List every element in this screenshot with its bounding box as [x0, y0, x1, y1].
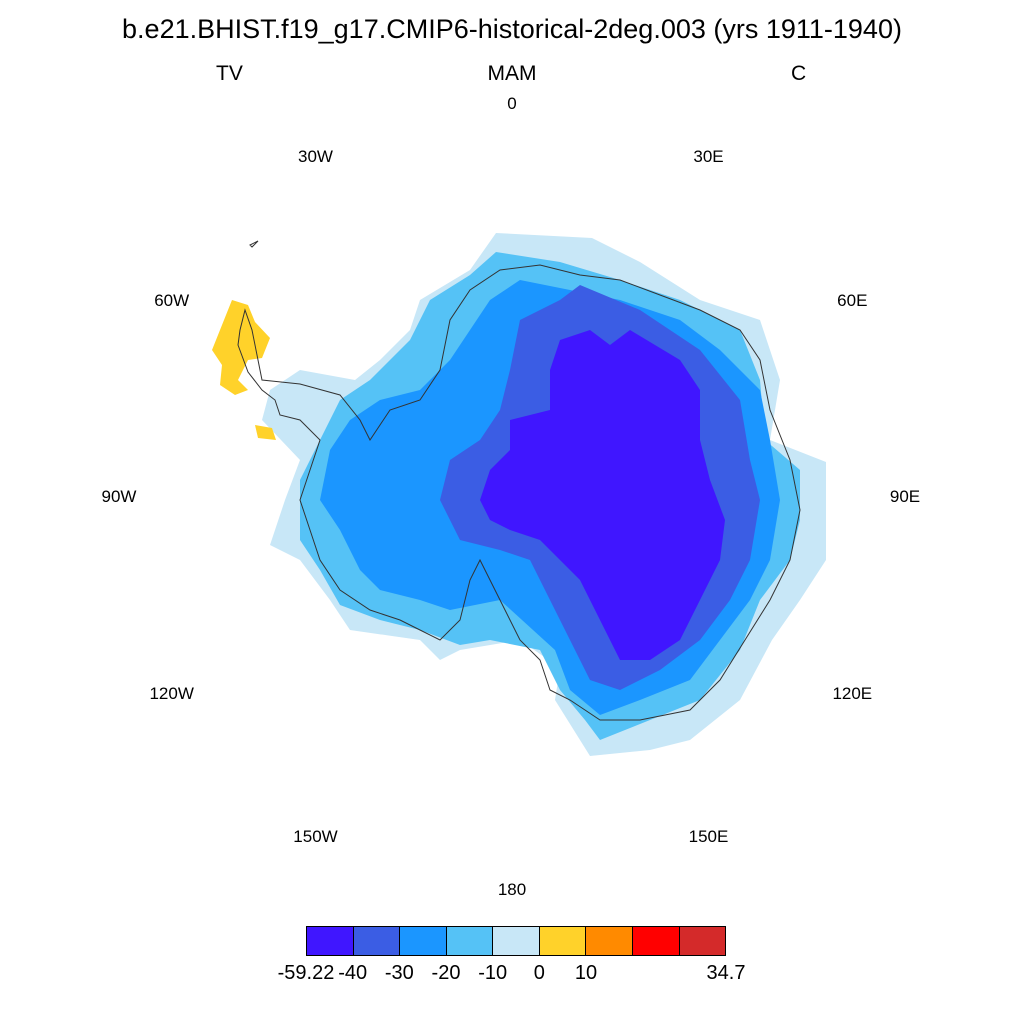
- colorbar: [306, 926, 726, 956]
- positive-anomaly-patch: [212, 300, 270, 395]
- colorbar-tick-label: -40: [338, 962, 368, 984]
- colorbar-tick-label: 0: [533, 962, 545, 984]
- longitude-label: 180: [497, 880, 527, 899]
- colorbar-tick-label: -59.22: [277, 962, 335, 984]
- longitude-label: 90E: [889, 487, 921, 506]
- anomaly-field: [212, 233, 826, 756]
- longitude-label: 60E: [837, 290, 868, 310]
- contour-band-strongest: [480, 330, 725, 660]
- season-label: MAM: [487, 62, 537, 85]
- longitude-label: 120W: [149, 683, 194, 703]
- colorbar-tick-label: 34.7: [706, 962, 746, 984]
- colorbar-box: [632, 927, 680, 955]
- longitude-label: 30W: [298, 146, 333, 166]
- colorbar-tick-label: -20: [431, 962, 461, 984]
- colorbar-box: [307, 927, 354, 955]
- coastline: [237, 240, 801, 721]
- longitude-label: 120E: [832, 683, 873, 703]
- plot-title: b.e21.BHIST.f19_g17.CMIP6-historical-2de…: [122, 14, 902, 44]
- longitude-label: 60W: [154, 290, 190, 310]
- colorbar-box: [400, 927, 447, 955]
- colorbar-box: [353, 927, 401, 955]
- colorbar-box: [586, 927, 633, 955]
- colorbar-box: [446, 927, 494, 955]
- colorbar-tick-label: -10: [478, 962, 508, 984]
- colorbar-tick-label: -30: [384, 962, 414, 984]
- positive-anomaly-patch: [255, 425, 276, 440]
- units-label: C: [791, 62, 807, 85]
- colorbar-box: [493, 927, 540, 955]
- longitude-label: 150E: [688, 827, 729, 847]
- colorbar-box: [539, 927, 587, 955]
- colorbar-box: [679, 927, 726, 955]
- longitude-label: 90W: [101, 487, 137, 506]
- variable-label: TV: [216, 62, 243, 85]
- longitude-label: 150W: [293, 827, 338, 847]
- colorbar-tick-label: 10: [574, 962, 598, 984]
- longitude-label: 0: [507, 94, 517, 113]
- coastline-path: [237, 240, 801, 721]
- longitude-label: 30E: [693, 146, 724, 166]
